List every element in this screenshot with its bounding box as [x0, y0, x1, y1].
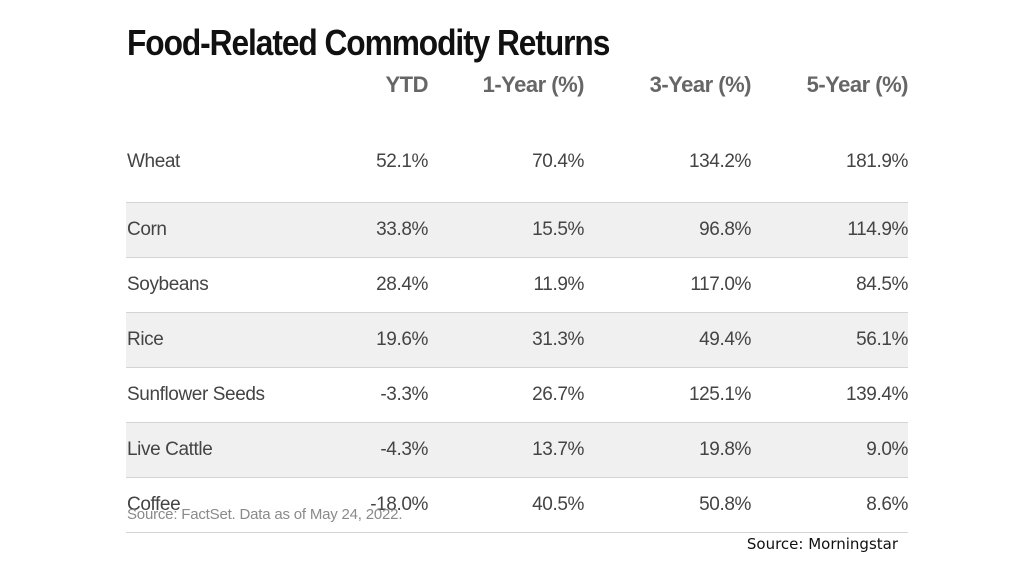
table-row: Corn 33.8% 15.5% 96.8% 114.9% [126, 202, 908, 258]
3-year-value-cell: 50.8% [584, 477, 751, 533]
table-row: Live Cattle -4.3% 13.7% 19.8% 9.0% [126, 422, 908, 478]
commodity-name-cell: Soybeans [126, 257, 342, 313]
commodity-name-cell: Wheat [126, 116, 342, 203]
commodity-name-cell: Corn [126, 202, 342, 258]
commodity-name-cell: Live Cattle [126, 422, 342, 478]
table-row: Soybeans 28.4% 11.9% 117.0% 84.5% [126, 257, 908, 313]
source-caption: Source: Morningstar [746, 535, 898, 553]
table-row: Wheat 52.1% 70.4% 134.2% 181.9% [126, 116, 908, 203]
ytd-value-cell: 52.1% [342, 116, 428, 203]
ytd-value-cell: -18.0% [342, 477, 428, 533]
5-year-value-cell: 139.4% [751, 367, 908, 423]
chart-title: Food-Related Commodity Returns [127, 22, 610, 63]
header-ytd: YTD [385, 72, 429, 97]
1-year-value-cell: 40.5% [428, 477, 584, 533]
commodity-name-cell: Rice [126, 312, 342, 368]
commodity-name-cell: Coffee [126, 477, 342, 533]
5-year-value-cell: 181.9% [751, 116, 908, 203]
5-year-value-cell: 8.6% [751, 477, 908, 533]
commodity-name-cell: Sunflower Seeds [126, 367, 342, 423]
3-year-value-cell: 134.2% [584, 116, 751, 203]
header-1-year: 1-Year (%) [482, 72, 585, 97]
5-year-value-cell: 114.9% [751, 202, 908, 258]
data-source-note: Source: FactSet. Data as of May 24, 2022… [127, 506, 403, 523]
ytd-value-cell: 33.8% [342, 202, 428, 258]
header-5-year: 5-Year (%) [806, 72, 909, 97]
table-row: Coffee -18.0% 40.5% 50.8% 8.6% [126, 477, 908, 533]
5-year-value-cell: 9.0% [751, 422, 908, 478]
3-year-value-cell: 117.0% [584, 257, 751, 313]
1-year-value-cell: 26.7% [428, 367, 584, 423]
table-row: Rice 19.6% 31.3% 49.4% 56.1% [126, 312, 908, 368]
1-year-value-cell: 13.7% [428, 422, 584, 478]
header-row: YTD 1-Year (%) 3-Year (%) 5-Year (%) [126, 66, 909, 116]
ytd-value-cell: 19.6% [342, 312, 428, 368]
1-year-value-cell: 31.3% [428, 312, 584, 368]
ytd-value-cell: -3.3% [342, 367, 428, 423]
ytd-value-cell: 28.4% [342, 257, 428, 313]
3-year-value-cell: 96.8% [584, 202, 751, 258]
5-year-value-cell: 56.1% [751, 312, 908, 368]
1-year-value-cell: 15.5% [428, 202, 584, 258]
table-body: Wheat 52.1% 70.4% 134.2% 181.9% Corn 33.8% 15.5… [126, 116, 908, 533]
header-commodity [126, 66, 342, 116]
table-row: Sunflower Seeds -3.3% 26.7% 125.1% 139.4% [126, 367, 908, 423]
1-year-value-cell: 11.9% [428, 257, 584, 313]
commodity-returns-table: YTD 1-Year (%) 3-Year (%) 5-Year (%) Whe… [126, 66, 909, 533]
3-year-value-cell: 19.8% [584, 422, 751, 478]
header-3-year: 3-Year (%) [649, 72, 752, 97]
5-year-value-cell: 84.5% [751, 257, 908, 313]
ytd-value-cell: -4.3% [342, 422, 428, 478]
3-year-value-cell: 125.1% [584, 367, 751, 423]
1-year-value-cell: 70.4% [428, 116, 584, 203]
3-year-value-cell: 49.4% [584, 312, 751, 368]
